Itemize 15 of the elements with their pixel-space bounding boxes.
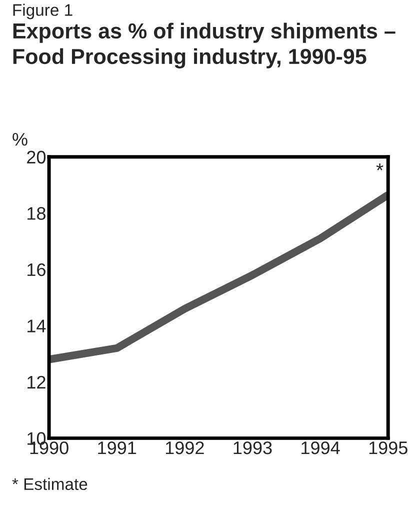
y-tick-label: 14 — [28, 320, 46, 332]
text: * Estimate — [12, 478, 88, 490]
x-tick-label: 1994 — [302, 441, 340, 454]
y-tick-label: 12 — [28, 376, 46, 388]
x-tick-label: 1992 — [166, 441, 204, 454]
annotation: * — [376, 164, 384, 170]
y-axis-title: % — [12, 132, 28, 146]
y-tick-label: 16 — [28, 263, 46, 276]
y-tick-label: 18 — [28, 207, 46, 220]
x-tick-label: 1991 — [98, 441, 136, 454]
chart-title: Exports as % of industry shipments – Food Processing industry, 1990-95 — [13, 22, 396, 68]
x-tick-label: 1995 — [369, 441, 408, 454]
x-tick-label: 1993 — [234, 441, 272, 454]
y-tick-label: 20 — [27, 150, 46, 164]
chart-subtitle: Figure 1 — [13, 4, 72, 20]
